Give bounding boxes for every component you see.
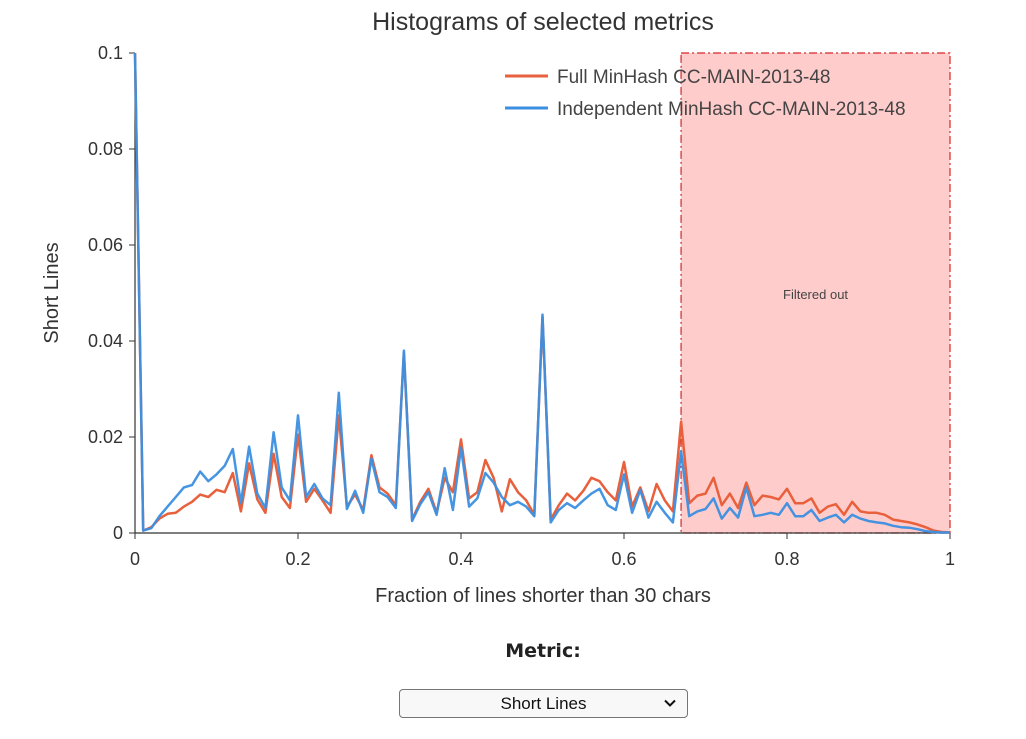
y-axis-ticks: 0 0.02 0.04 0.06 0.08 0.1: [88, 43, 135, 543]
filtered-out-region: Filtered out: [680, 52, 951, 534]
legend-label-full: Full MinHash CC-MAIN-2013-48: [557, 67, 830, 88]
legend: Full MinHash CC-MAIN-2013-48 Independent…: [505, 67, 906, 120]
x-tick-label: 0.6: [611, 549, 636, 569]
y-tick-label: 0: [113, 523, 123, 543]
chevron-down-icon: [664, 699, 676, 707]
y-tick-label: 0.04: [88, 331, 123, 351]
metric-select-wrap: Short Lines: [399, 689, 688, 718]
x-tick-label: 0.8: [774, 549, 799, 569]
y-tick-label: 0.08: [88, 139, 123, 159]
metric-select[interactable]: Short Lines: [399, 689, 688, 718]
metric-label: Metric:: [505, 640, 581, 662]
x-tick-label: 0.2: [285, 549, 310, 569]
y-tick-label: 0.02: [88, 427, 123, 447]
series-line-independent-minhash: [133, 52, 950, 534]
x-axis-ticks: 0 0.2 0.4 0.6 0.8 1: [130, 533, 955, 569]
x-tick-label: 1: [945, 549, 955, 569]
y-tick-label: 0.1: [98, 43, 123, 63]
x-axis-label: Fraction of lines shorter than 30 chars: [375, 585, 711, 607]
x-tick-label: 0: [130, 549, 140, 569]
histogram-chart: Histograms of selected metrics Filtered …: [41, 8, 955, 607]
metric-select-value: Short Lines: [500, 693, 587, 713]
y-tick-label: 0.06: [88, 235, 123, 255]
filtered-out-label: Filtered out: [783, 287, 848, 302]
series-lines: [133, 52, 951, 534]
axes: [134, 53, 950, 534]
y-axis-label: Short Lines: [41, 242, 63, 343]
chart-title: Histograms of selected metrics: [372, 8, 714, 36]
x-tick-label: 0.4: [448, 549, 473, 569]
filtered-out-rect: [680, 52, 951, 534]
legend-label-independent: Independent MinHash CC-MAIN-2013-48: [557, 99, 906, 120]
